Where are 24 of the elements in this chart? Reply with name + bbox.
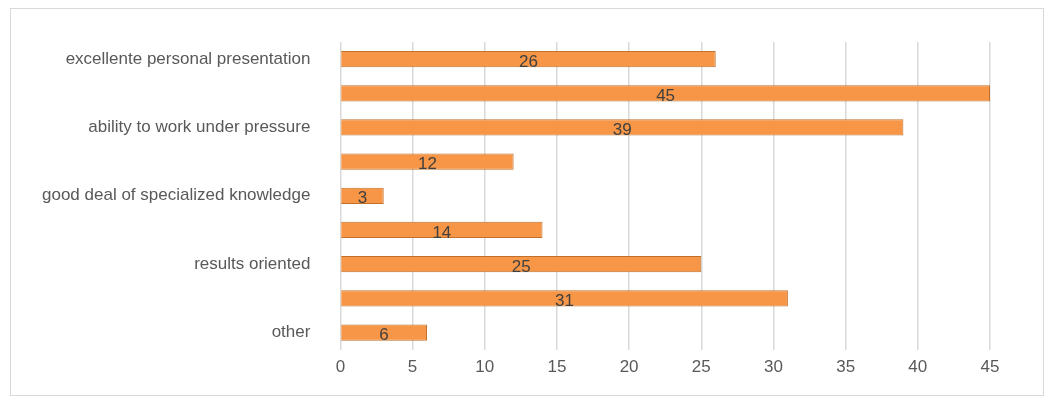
x-tick-label: 40	[908, 357, 928, 377]
data-label: 14	[432, 222, 452, 242]
data-label: 12	[417, 154, 437, 174]
data-label: 45	[656, 85, 676, 105]
x-tick-label: 15	[547, 357, 567, 377]
x-tick-label: 20	[619, 357, 639, 377]
x-tick-label: 35	[836, 357, 856, 377]
y-tick-label: other	[271, 322, 311, 342]
data-label: 25	[511, 256, 531, 276]
x-tick-label: 30	[764, 357, 783, 377]
data-label: 26	[518, 51, 538, 71]
data-label: 6	[379, 325, 389, 345]
x-tick-label: 45	[980, 357, 1000, 377]
y-tick-label: ability to work under pressure	[88, 117, 311, 137]
data-label: 39	[612, 120, 632, 140]
x-tick-label: 25	[691, 357, 711, 377]
x-tick-label: 10	[475, 357, 495, 377]
x-tick-label: 0	[335, 357, 346, 377]
data-label: 3	[357, 188, 368, 208]
y-tick-label: excellente personal presentation	[65, 48, 311, 68]
y-tick-label: good deal of specialized knowledge	[41, 185, 311, 205]
y-tick-label: results oriented	[194, 253, 311, 273]
x-tick-label: 5	[407, 357, 418, 377]
data-label: 31	[555, 291, 574, 311]
